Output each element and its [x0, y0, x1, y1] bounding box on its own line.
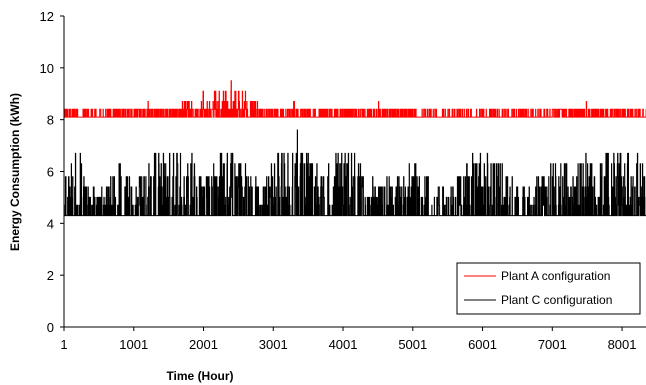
- x-tick-label: 4001: [329, 337, 358, 352]
- legend-label-plant-a: Plant A configuration: [501, 269, 610, 283]
- x-tick-label: 3001: [259, 337, 288, 352]
- x-axis-title: Time (Hour): [166, 369, 233, 383]
- series-plant-a-line: [63, 80, 646, 118]
- x-tick-label: 6001: [468, 337, 497, 352]
- y-tick-label: 12: [40, 9, 54, 24]
- x-tick-label: 2001: [189, 337, 218, 352]
- y-ticks: 0 2 4 6 8 10 12: [40, 9, 64, 335]
- y-tick-label: 2: [47, 268, 54, 283]
- legend-label-plant-c: Plant C configuration: [501, 293, 612, 307]
- y-axis-title: Energy Consumption (kWh): [8, 93, 22, 251]
- x-tick-label: 1: [60, 337, 67, 352]
- x-tick-label: 1001: [119, 337, 148, 352]
- y-tick-label: 0: [47, 320, 54, 335]
- y-tick-label: 8: [47, 113, 54, 128]
- x-ticks: 1 1001 2001 3001 4001 5001 6001 7001 8001: [60, 327, 637, 352]
- legend: Plant A configuration Plant C configurat…: [456, 262, 641, 315]
- series-plant-c-line: [63, 129, 646, 217]
- y-tick-label: 4: [47, 216, 54, 231]
- legend-box: [456, 262, 641, 315]
- series-layer: [63, 80, 646, 217]
- y-tick-label: 6: [47, 165, 54, 180]
- x-tick-label: 5001: [398, 337, 427, 352]
- x-tick-label: 8001: [608, 337, 637, 352]
- x-tick-label: 7001: [538, 337, 567, 352]
- y-tick-label: 10: [40, 61, 54, 76]
